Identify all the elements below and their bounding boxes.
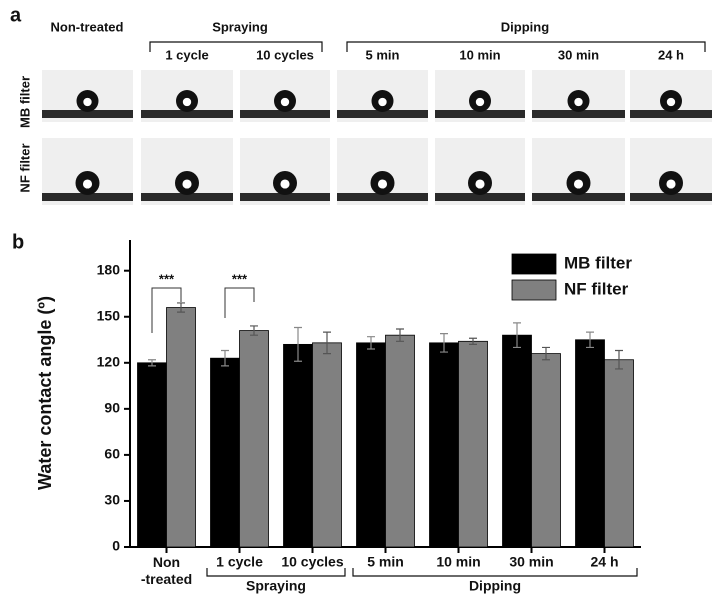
legend-swatch [512,280,556,300]
y-tick-label: 120 [97,354,121,370]
y-axis-label: Water contact angle (º) [35,296,55,490]
group-label: Spraying [212,19,268,34]
x-tick-label: 30 min [509,554,553,570]
x-tick-label: 1 cycle [216,554,263,570]
column-label: 5 min [366,47,400,62]
significance-label: *** [159,271,175,286]
x-tick-label: 10 cycles [281,554,343,570]
droplet-highlight [666,179,675,188]
significance-bracket [225,288,254,318]
group-bracket [150,42,705,52]
y-tick-label: 90 [104,400,120,416]
group-label: Spraying [246,578,306,594]
group-label: Dipping [501,19,549,34]
droplet-highlight [280,179,289,188]
bar [167,308,196,547]
droplet-highlight [378,98,386,106]
y-tick-label: 60 [104,446,120,462]
column-label: 30 min [558,47,599,62]
droplet-highlight [667,98,675,106]
droplet-highlight [183,98,191,106]
droplet-highlight [574,179,583,188]
legend-label: NF filter [564,279,629,298]
droplet-highlight [574,98,582,106]
droplet-highlight [475,179,484,188]
bar [605,360,634,547]
droplet-highlight [83,98,91,106]
bar [138,363,167,547]
x-tick-label: 24 h [590,554,618,570]
bar [284,344,313,547]
y-tick-label: 30 [104,492,120,508]
panel-label: a [10,4,22,26]
significance-label: *** [232,271,248,286]
y-tick-label: 180 [97,261,121,277]
bar [576,340,605,547]
bar [357,343,386,547]
column-label: 24 h [658,47,684,62]
bar [240,331,269,547]
droplet-highlight [83,179,92,188]
bar [503,335,532,547]
row-label: MB filter [17,76,32,128]
panel-label: b [12,231,24,253]
x-tick-label: 10 min [436,554,480,570]
x-tick-label: Non-treated [141,554,192,587]
bar [459,341,488,547]
x-tick-label: 5 min [367,554,404,570]
column-label: Non-treated [51,19,124,34]
bar [430,343,459,547]
droplet-highlight [476,98,484,106]
group-label: Dipping [469,578,521,594]
droplet-highlight [378,179,387,188]
y-tick-label: 0 [112,538,120,554]
column-label: 10 min [459,47,500,62]
y-tick-label: 150 [97,307,121,323]
column-label: 10 cycles [256,47,314,62]
bar [211,358,240,547]
bar [386,335,415,547]
legend-label: MB filter [564,253,632,272]
droplet-highlight [182,179,191,188]
droplet-highlight [281,98,289,106]
legend-swatch [512,254,556,274]
bar [532,354,561,547]
row-label: NF filter [17,143,32,192]
figure: a Non-treated Spraying Dipping MB filter… [0,0,713,595]
column-label: 1 cycle [165,47,208,62]
bar [313,343,342,547]
